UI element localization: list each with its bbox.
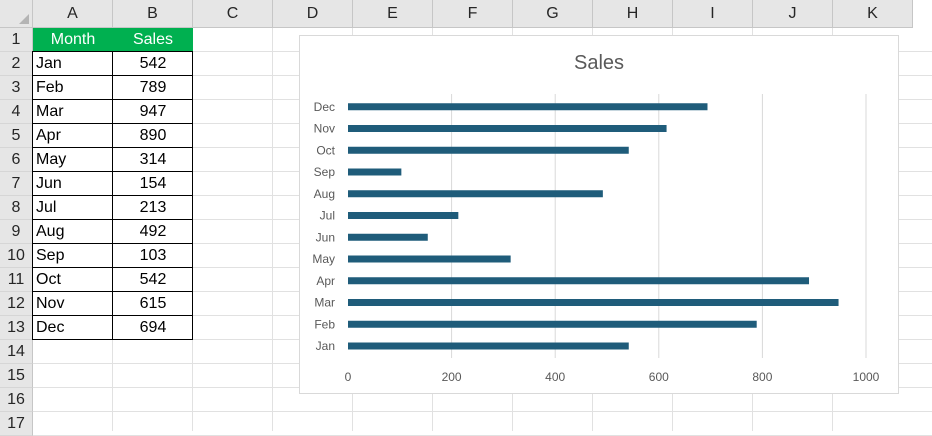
bar-apr[interactable] bbox=[348, 277, 810, 285]
month-cell[interactable]: Mar bbox=[36, 103, 64, 120]
column-header-h[interactable]: H bbox=[593, 0, 673, 28]
month-cell[interactable]: Jun bbox=[36, 175, 62, 192]
sales-cell[interactable]: 789 bbox=[139, 79, 167, 96]
row-header-5[interactable]: 5 bbox=[0, 124, 33, 148]
bar-feb[interactable] bbox=[348, 320, 757, 328]
month-cell[interactable]: Jul bbox=[36, 199, 57, 216]
month-cell[interactable]: Apr bbox=[36, 127, 61, 144]
y-category-label: Jan bbox=[316, 339, 335, 353]
bar-jan[interactable] bbox=[348, 342, 629, 350]
x-tick-label: 800 bbox=[752, 370, 772, 384]
row-header-8[interactable]: 8 bbox=[0, 196, 33, 220]
month-cell[interactable]: May bbox=[36, 151, 67, 168]
select-all-triangle-icon bbox=[19, 14, 29, 24]
row-header-15[interactable]: 15 bbox=[0, 364, 33, 388]
y-category-label: May bbox=[312, 252, 335, 266]
row-header-1[interactable]: 1 bbox=[0, 28, 33, 52]
select-all-corner[interactable] bbox=[0, 0, 33, 28]
bar-jul[interactable] bbox=[348, 212, 459, 219]
x-tick-label: 1000 bbox=[853, 370, 880, 384]
column-header-a[interactable]: A bbox=[33, 0, 113, 28]
row-header-14[interactable]: 14 bbox=[0, 340, 33, 364]
header-cell-month[interactable]: Month bbox=[33, 28, 113, 52]
month-cell[interactable]: Nov bbox=[36, 295, 65, 312]
row-header-9[interactable]: 9 bbox=[0, 220, 33, 244]
gridline bbox=[272, 28, 273, 431]
row-header-13[interactable]: 13 bbox=[0, 316, 33, 340]
column-header-i[interactable]: I bbox=[673, 0, 753, 28]
month-cell[interactable]: Oct bbox=[36, 271, 61, 288]
column-header-g[interactable]: G bbox=[513, 0, 593, 28]
sales-cell[interactable]: 542 bbox=[139, 55, 167, 72]
sales-cell[interactable]: 615 bbox=[139, 295, 167, 312]
row-header-10[interactable]: 10 bbox=[0, 244, 33, 268]
y-category-label: Apr bbox=[316, 274, 335, 288]
month-cell[interactable]: Feb bbox=[36, 79, 64, 96]
y-category-label: Mar bbox=[314, 296, 335, 310]
table-border bbox=[112, 51, 113, 340]
bar-jun[interactable] bbox=[348, 233, 428, 241]
sales-cell[interactable]: 492 bbox=[139, 223, 167, 240]
sales-cell[interactable]: 314 bbox=[139, 151, 167, 168]
column-header-j[interactable]: J bbox=[753, 0, 833, 28]
sales-cell[interactable]: 542 bbox=[139, 271, 167, 288]
column-header-c[interactable]: C bbox=[193, 0, 273, 28]
row-header-6[interactable]: 6 bbox=[0, 148, 33, 172]
column-header-k[interactable]: K bbox=[833, 0, 913, 28]
row-header-4[interactable]: 4 bbox=[0, 100, 33, 124]
sales-cell[interactable]: 213 bbox=[139, 199, 167, 216]
column-header-e[interactable]: E bbox=[353, 0, 433, 28]
bar-mar[interactable] bbox=[348, 299, 839, 306]
sales-cell[interactable]: 890 bbox=[139, 127, 167, 144]
column-header-b[interactable]: B bbox=[113, 0, 193, 28]
table-border bbox=[192, 51, 193, 340]
gridline bbox=[33, 411, 932, 412]
chart-canvas: Sales 0 200 400 600 800 1000 Jan Feb Mar Apr May Ju… bbox=[312, 52, 880, 384]
row-header-17[interactable]: 17 bbox=[0, 412, 33, 436]
row-header-7[interactable]: 7 bbox=[0, 172, 33, 196]
y-category-label: Jul bbox=[320, 209, 335, 223]
month-cell[interactable]: Sep bbox=[36, 247, 65, 264]
column-header-d[interactable]: D bbox=[273, 0, 353, 28]
y-category-label: Dec bbox=[314, 100, 335, 114]
row-header-2[interactable]: 2 bbox=[0, 52, 33, 76]
header-cell-sales[interactable]: Sales bbox=[113, 28, 193, 52]
sales-cell[interactable]: 154 bbox=[139, 175, 167, 192]
sales-bar-chart[interactable]: Sales 0 200 400 600 800 1000 Jan Feb Mar Apr May Ju… bbox=[299, 35, 899, 394]
x-tick-label: 600 bbox=[649, 370, 669, 384]
x-tick-label: 400 bbox=[545, 370, 565, 384]
row-header-12[interactable]: 12 bbox=[0, 292, 33, 316]
table-border bbox=[32, 51, 33, 340]
bar-sep[interactable] bbox=[348, 168, 402, 176]
y-category-label: Nov bbox=[314, 122, 335, 136]
month-cell[interactable]: Jan bbox=[36, 55, 62, 72]
bar-oct[interactable] bbox=[348, 146, 629, 154]
y-category-label: Feb bbox=[314, 317, 335, 331]
bar-nov[interactable] bbox=[348, 125, 667, 132]
y-category-label: Jun bbox=[316, 230, 335, 244]
row-header-16[interactable]: 16 bbox=[0, 388, 33, 412]
y-category-label: Sep bbox=[314, 165, 336, 179]
x-tick-label: 0 bbox=[345, 370, 352, 384]
y-category-label: Oct bbox=[316, 143, 335, 157]
sales-cell[interactable]: 103 bbox=[139, 247, 167, 264]
row-header-3[interactable]: 3 bbox=[0, 76, 33, 100]
sales-cell[interactable]: 947 bbox=[139, 103, 167, 120]
column-header-f[interactable]: F bbox=[433, 0, 513, 28]
month-cell[interactable]: Aug bbox=[36, 223, 65, 240]
bar-aug[interactable] bbox=[348, 190, 603, 198]
row-header-11[interactable]: 11 bbox=[0, 268, 33, 292]
month-cell[interactable]: Dec bbox=[36, 319, 65, 336]
x-tick-label: 200 bbox=[442, 370, 462, 384]
bar-may[interactable] bbox=[348, 255, 511, 263]
y-category-label: Aug bbox=[314, 187, 335, 201]
sales-cell[interactable]: 694 bbox=[139, 319, 167, 336]
bar-dec[interactable] bbox=[348, 103, 708, 111]
chart-title: Sales bbox=[574, 52, 624, 74]
